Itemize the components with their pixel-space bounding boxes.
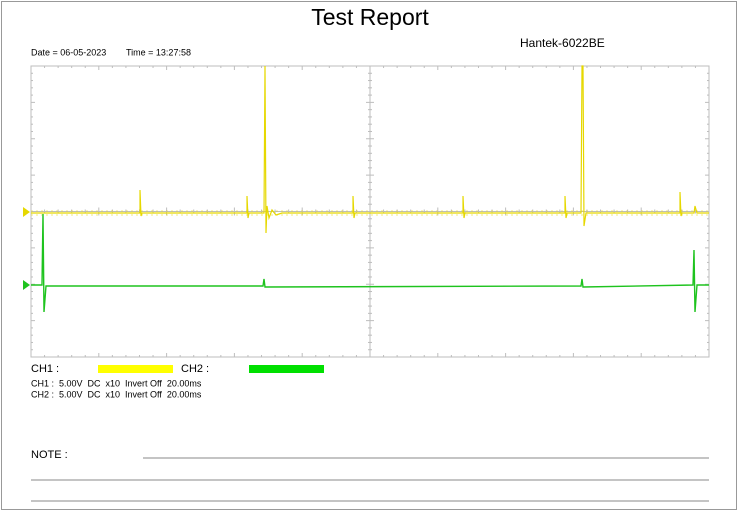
date: Date = 06-05-2023 — [31, 47, 106, 57]
ch2-swatch — [249, 365, 324, 373]
note-label: NOTE : — [31, 449, 68, 461]
ch1-trace — [31, 65, 709, 234]
graticule — [30, 65, 710, 358]
ch2-marker — [23, 280, 30, 290]
device-name: Hantek-6022BE — [520, 36, 605, 50]
time: Time = 13:27:58 — [126, 47, 191, 57]
ch1-settings: CH1 : 5.00V DC x10 Invert Off 20.00ms — [31, 378, 202, 388]
ch1-swatch — [98, 365, 173, 373]
ch2-trace — [31, 213, 709, 313]
ch2-legend-label: CH2 : — [181, 363, 209, 375]
ch1-noise — [31, 210, 709, 216]
ch2-settings: CH2 : 5.00V DC x10 Invert Off 20.00ms — [31, 389, 202, 399]
ch1-marker — [23, 207, 30, 217]
ch1-legend-label: CH1 : — [31, 363, 59, 375]
report-title: Test Report — [311, 4, 429, 30]
